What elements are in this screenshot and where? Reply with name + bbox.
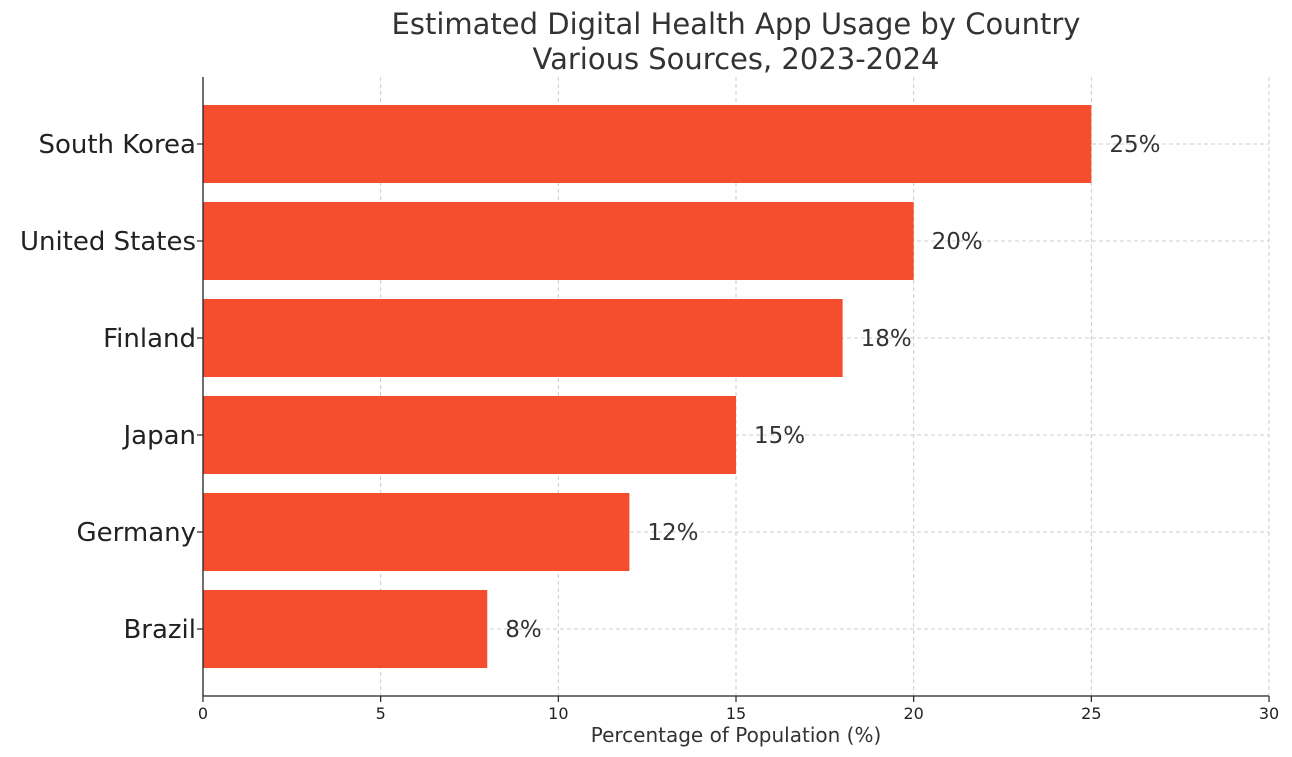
category-labels: South Korea United States Finland Japan Germ…	[20, 130, 196, 645]
category-label: United States	[20, 227, 196, 257]
category-label: Japan	[121, 421, 196, 451]
chart-title: Estimated Digital Health App Usage by Co…	[392, 7, 1081, 41]
category-label: South Korea	[38, 130, 196, 160]
data-label: 25%	[1109, 132, 1160, 158]
data-labels: 25% 20% 18% 15% 12% 8%	[505, 132, 1160, 643]
x-tick-label: 20	[903, 704, 923, 723]
bar	[203, 299, 843, 377]
category-label: Brazil	[123, 615, 196, 645]
x-tick-label: 15	[726, 704, 746, 723]
category-label: Germany	[76, 518, 196, 548]
bar	[203, 590, 488, 668]
chart-subtitle: Various Sources, 2023-2024	[532, 42, 939, 76]
bar	[203, 105, 1092, 183]
data-label: 12%	[647, 520, 698, 546]
data-label: 8%	[505, 617, 542, 643]
bars	[203, 105, 1092, 668]
x-tick-label: 10	[548, 704, 568, 723]
x-tick-label: 5	[376, 704, 386, 723]
bar	[203, 396, 736, 474]
x-tick-label: 0	[198, 704, 208, 723]
x-axis-label: Percentage of Population (%)	[591, 723, 882, 747]
category-label: Finland	[103, 324, 196, 354]
x-ticks: 0 5 10 15 20 25 30	[197, 143, 1279, 723]
x-tick-label: 25	[1081, 704, 1101, 723]
data-label: 20%	[932, 229, 983, 255]
x-tick-label: 30	[1259, 704, 1279, 723]
bar	[203, 202, 914, 280]
data-label: 18%	[861, 326, 912, 352]
bar	[203, 493, 630, 571]
data-label: 15%	[754, 423, 805, 449]
